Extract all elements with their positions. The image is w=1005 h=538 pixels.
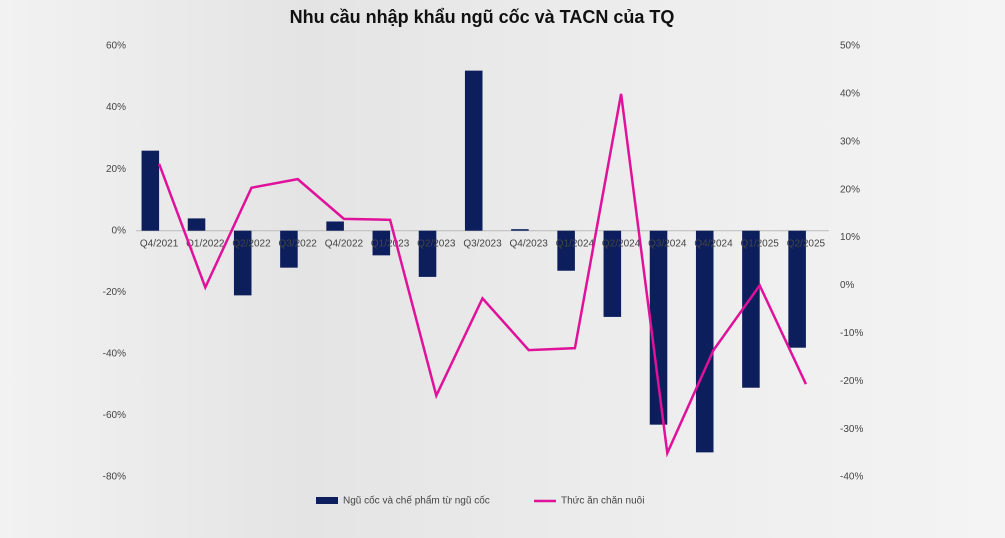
legend-label: Thức ăn chăn nuôi <box>561 496 644 507</box>
bar <box>695 230 714 453</box>
y2-tick-label: 0% <box>840 280 855 291</box>
y-tick-label: -20% <box>103 287 126 298</box>
x-tick-label: Q1/2022 <box>186 239 225 250</box>
bar <box>418 230 437 277</box>
bar <box>649 230 668 425</box>
legend-label: Ngũ cốc và chế phẩm từ ngũ cốc <box>343 495 490 507</box>
y2-tick-label: 30% <box>840 136 860 147</box>
x-tick-label: Q4/2022 <box>325 239 364 250</box>
y-tick-label: 40% <box>106 102 126 113</box>
y-tick-label: -80% <box>103 472 126 483</box>
bar <box>187 218 206 231</box>
bar <box>372 230 391 256</box>
x-tick-label: Q3/2024 <box>648 239 687 250</box>
x-tick-label: Q1/2024 <box>556 239 595 250</box>
y2-tick-label: 40% <box>840 89 860 100</box>
bar <box>557 230 575 271</box>
bar <box>233 230 252 296</box>
bar <box>742 230 760 388</box>
y-tick-label: -40% <box>103 348 126 359</box>
x-tick-label: Q2/2025 <box>787 239 826 250</box>
x-tick-label: Q4/2023 <box>510 239 549 250</box>
y2-tick-label: -20% <box>840 376 863 387</box>
bar <box>141 150 160 231</box>
x-tick-label: Q3/2023 <box>463 239 502 250</box>
x-tick-label: Q2/2024 <box>602 239 641 250</box>
y2-tick-label: -10% <box>840 328 863 339</box>
y2-tick-label: 50% <box>840 41 860 52</box>
y2-tick-label: 10% <box>840 232 860 243</box>
x-tick-label: Q1/2023 <box>371 239 410 250</box>
y2-tick-label: 20% <box>840 184 860 195</box>
chart-title: Nhu cầu nhập khẩu ngũ cốc và TACN của TQ <box>290 7 675 27</box>
legend-swatch <box>316 497 338 504</box>
line <box>157 93 808 458</box>
x-tick-label: Q4/2021 <box>140 239 179 250</box>
bar <box>603 230 622 317</box>
y-tick-label: 0% <box>112 225 127 236</box>
y2-tick-label: -40% <box>840 472 863 483</box>
bar <box>326 221 344 231</box>
bar <box>464 70 483 231</box>
x-tick-label: Q3/2022 <box>279 239 318 250</box>
bar <box>511 229 529 231</box>
y-tick-label: 20% <box>106 164 126 175</box>
bar <box>788 230 806 348</box>
bar <box>280 230 298 268</box>
x-tick-label: Q1/2025 <box>741 239 780 250</box>
y2-tick-label: -30% <box>840 424 863 435</box>
x-tick-label: Q4/2024 <box>694 239 733 250</box>
y-tick-label: 60% <box>106 41 126 52</box>
y-tick-label: -60% <box>103 410 126 421</box>
x-tick-label: Q2/2022 <box>232 239 271 250</box>
x-tick-label: Q2/2023 <box>417 239 456 250</box>
